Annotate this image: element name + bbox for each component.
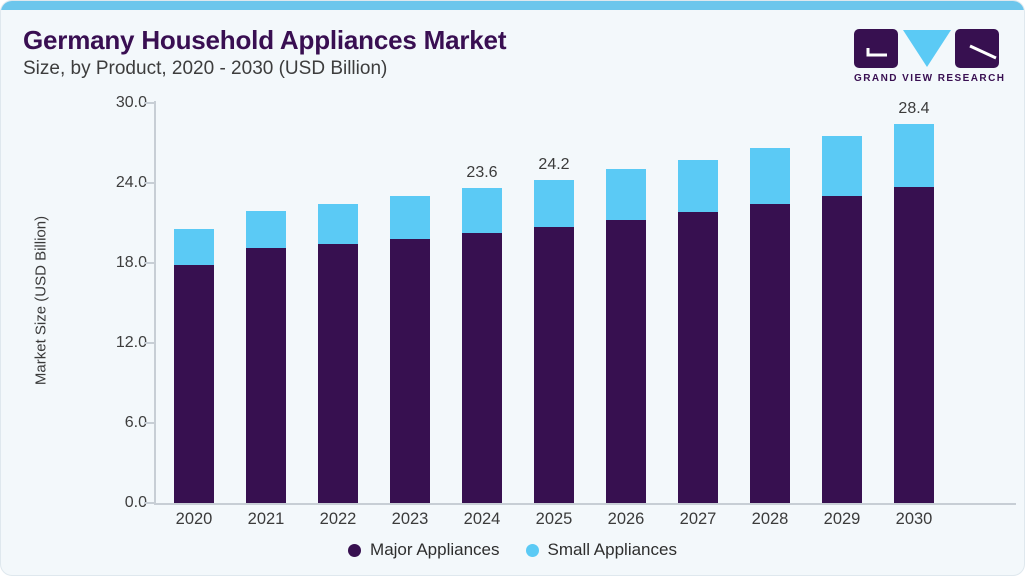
y-tick-mark (144, 101, 154, 104)
gvr-logo-marks (854, 29, 999, 69)
gvr-r-mark-icon (955, 29, 999, 68)
x-tick-label: 2024 (463, 510, 501, 528)
x-tick-label: 2028 (751, 510, 789, 528)
gvr-g-mark-icon (854, 29, 898, 68)
page-title: Germany Household Appliances Market (23, 25, 507, 55)
legend-swatch-icon (525, 543, 539, 557)
x-tick-label: 2020 (175, 510, 213, 528)
bar-segment-small-appliances (894, 123, 934, 187)
bar-segment-major-appliances (462, 233, 502, 503)
legend-item: Major Appliances (348, 540, 500, 560)
y-tick-label: 0.0 (124, 494, 147, 511)
y-tick-mark (144, 502, 154, 504)
gvr-logo-text: GRAND VIEW RESEARCH (854, 73, 1006, 84)
bar-segment-small-appliances (678, 159, 718, 212)
legend-swatch-icon (348, 543, 362, 557)
grand-view-research-logo: GRAND VIEW RESEARCH (854, 29, 1006, 84)
bar-total-label: 28.4 (898, 99, 930, 117)
x-tick-label: 2025 (535, 510, 573, 528)
legend-label: Major Appliances (370, 540, 500, 559)
x-axis-line (154, 503, 1016, 505)
legend: Major Appliances Small Appliances (1, 538, 1024, 562)
bar-segment-major-appliances (606, 219, 646, 503)
x-tick-label: 2021 (247, 510, 285, 528)
bar-segment-major-appliances (822, 195, 862, 503)
bar-segment-major-appliances (678, 211, 718, 503)
x-tick-label: 2026 (607, 510, 645, 528)
y-tick-label: 18.0 (115, 253, 147, 271)
bar-segment-major-appliances (894, 186, 934, 503)
bar-segment-small-appliances (462, 187, 502, 234)
bar-segment-small-appliances (534, 179, 574, 227)
legend-item: Small Appliances (525, 540, 677, 560)
x-tick-label: 2029 (823, 510, 861, 528)
page-subtitle: Size, by Product, 2020 - 2030 (USD Billi… (23, 58, 388, 79)
bar-segment-major-appliances (246, 248, 286, 503)
legend-label: Small Appliances (547, 540, 677, 559)
bar-segment-small-appliances (750, 147, 790, 204)
bar-segment-small-appliances (318, 203, 358, 244)
bar-segment-small-appliances (246, 210, 286, 248)
y-tick-label: 12.0 (115, 333, 147, 351)
y-axis-line (154, 101, 156, 505)
x-tick-label: 2023 (391, 510, 429, 528)
y-tick-mark (144, 181, 154, 184)
bar-total-label: 24.2 (538, 155, 570, 173)
y-tick-mark (144, 261, 154, 264)
top-accent-bar (1, 1, 1024, 10)
bar-segment-major-appliances (390, 238, 430, 503)
bar-segment-major-appliances (750, 203, 790, 503)
y-tick-label: 6.0 (124, 413, 147, 431)
x-tick-label: 2022 (319, 510, 357, 528)
bar-segment-small-appliances (822, 135, 862, 196)
bar-segment-major-appliances (534, 226, 574, 503)
y-tick-mark (144, 341, 154, 344)
x-tick-label: 2027 (679, 510, 717, 528)
y-tick-label: 30.0 (115, 93, 147, 111)
y-tick-label: 24.0 (115, 173, 147, 191)
bar-segment-small-appliances (174, 229, 214, 266)
bar-segment-major-appliances (318, 244, 358, 503)
x-tick-label: 2030 (895, 510, 933, 528)
y-tick-mark (144, 421, 154, 424)
bar-segment-small-appliances (606, 169, 646, 220)
bar-segment-major-appliances (174, 265, 214, 503)
bar-total-label: 23.6 (466, 163, 498, 181)
gvr-v-triangle-icon (902, 30, 951, 67)
y-axis-title: Market Size (USD Billion) (32, 215, 50, 386)
bar-segment-small-appliances (390, 195, 430, 239)
